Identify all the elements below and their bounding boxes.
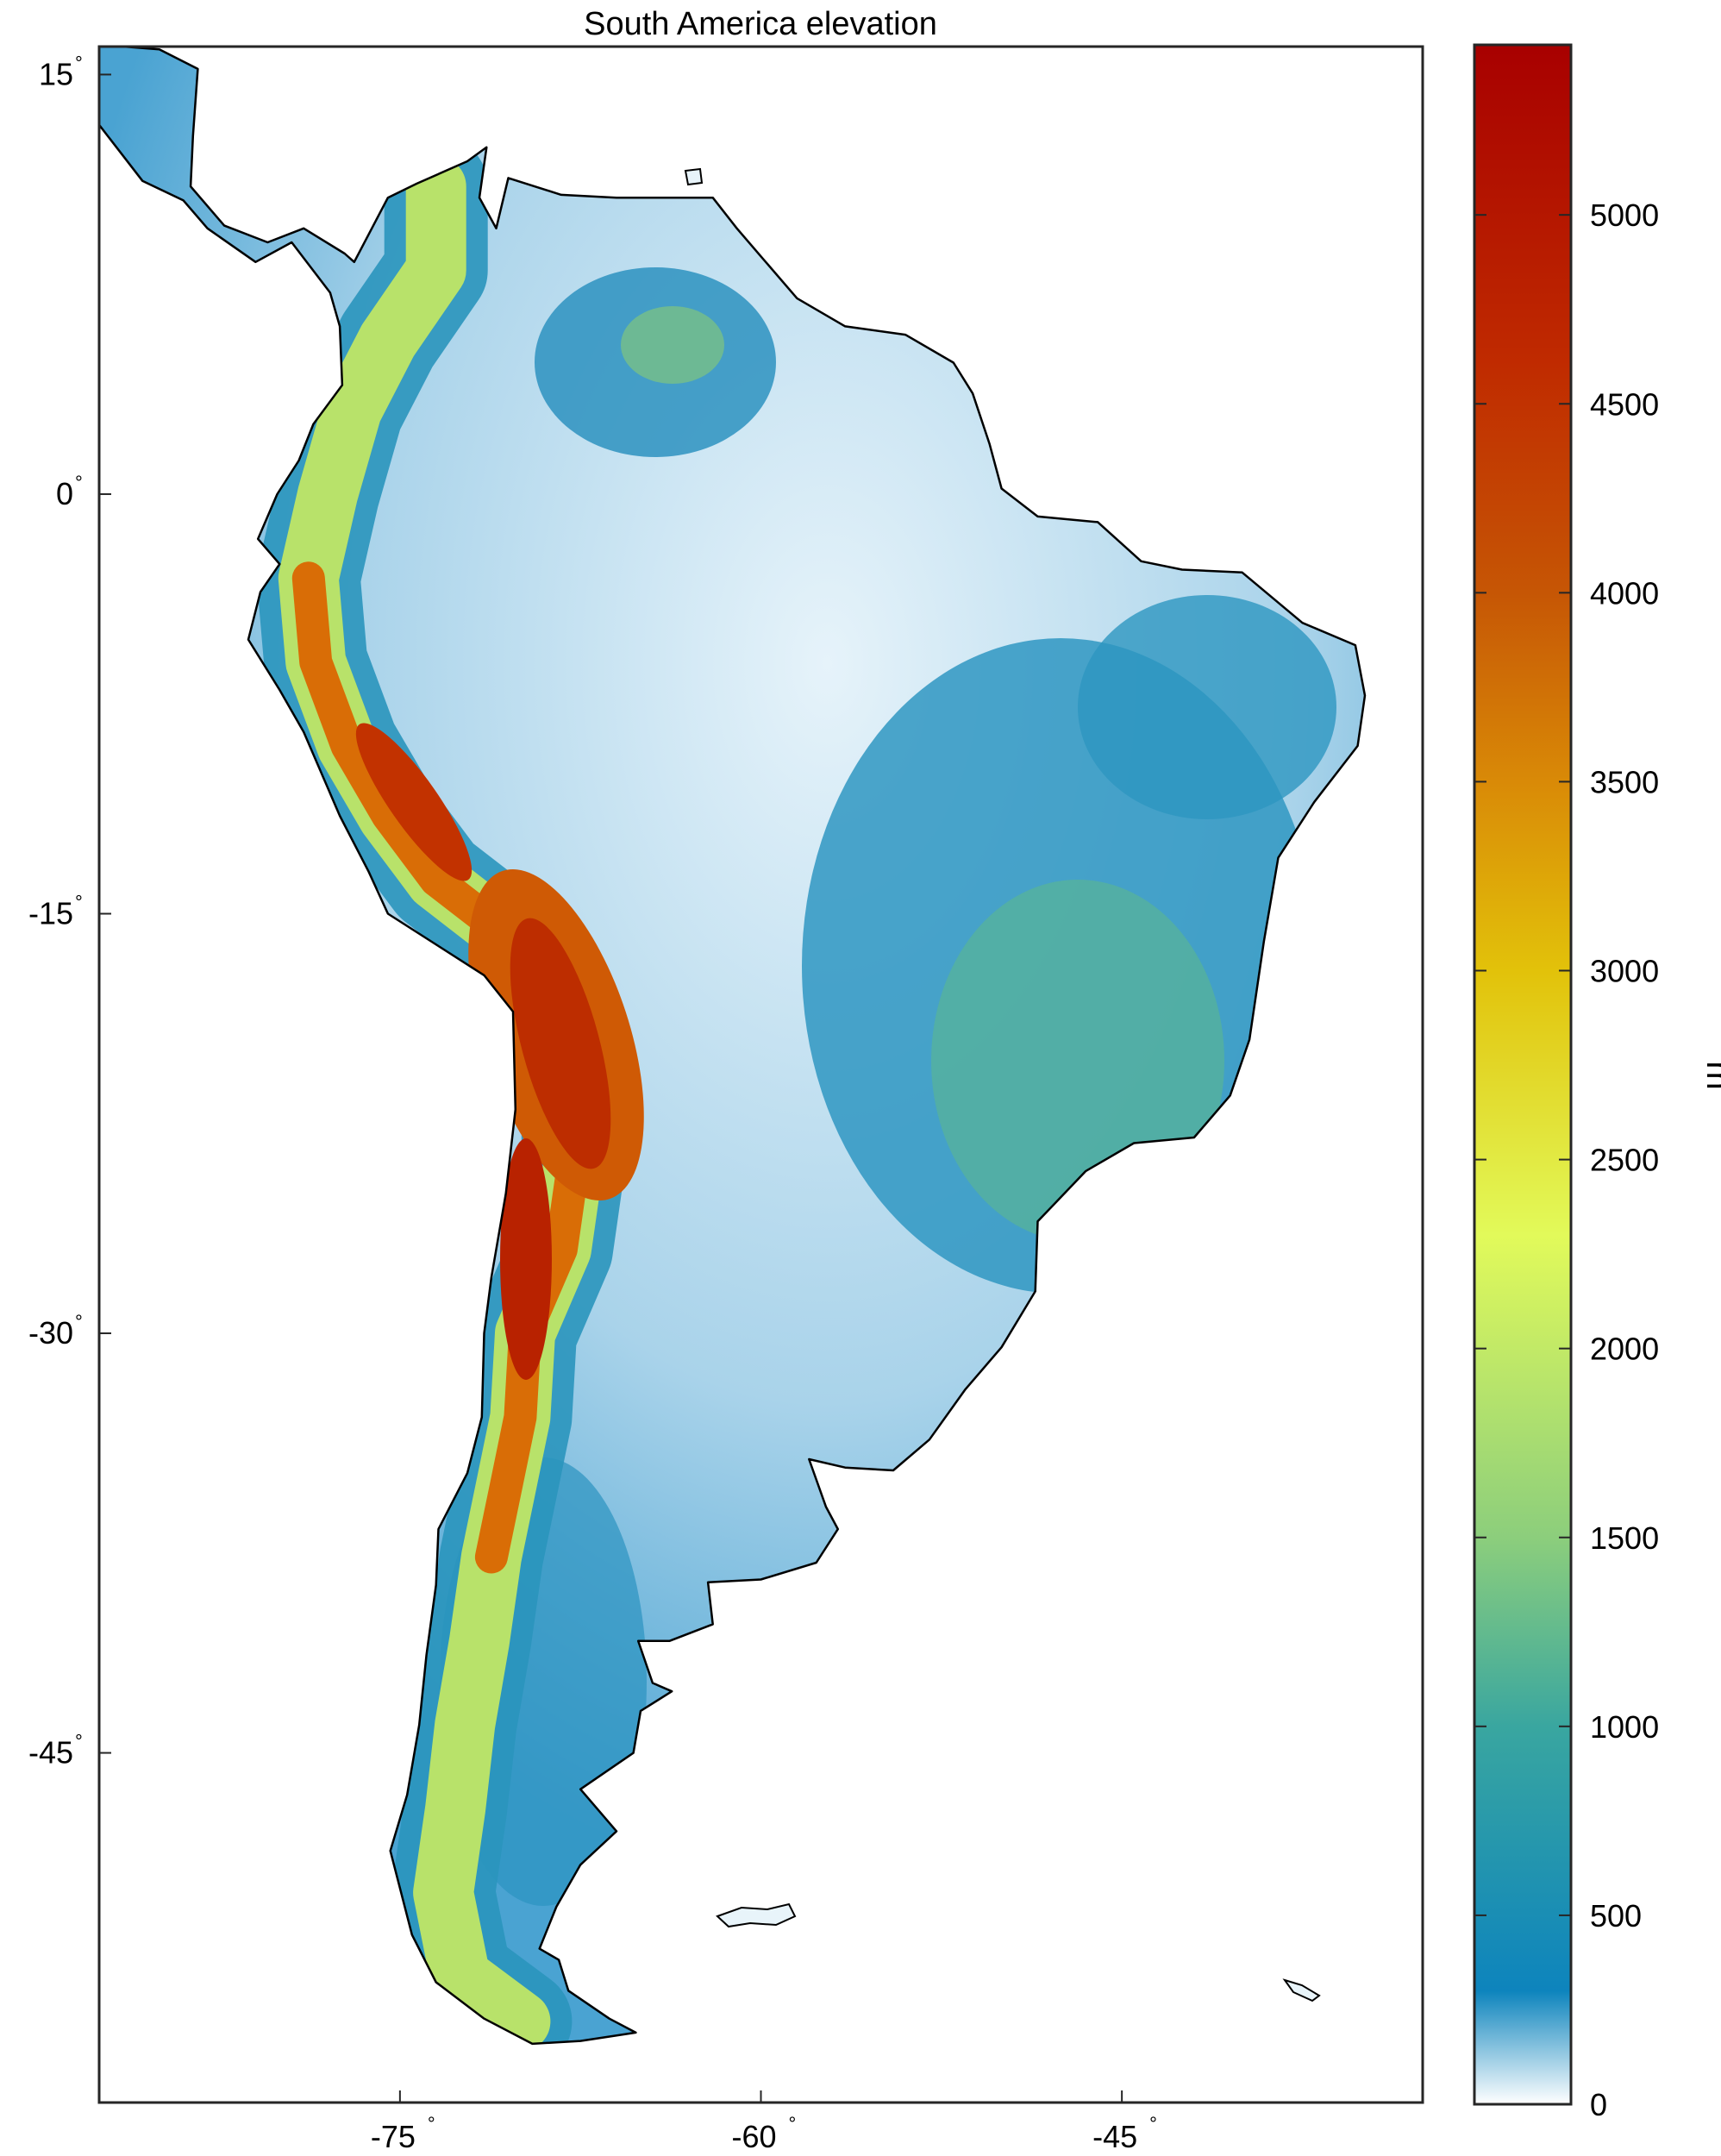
south-georgia-island <box>1282 1978 1321 2002</box>
degree-symbol: ° <box>75 52 83 73</box>
y-axis-ticks: 15 °0 °-15 °-30 °-45 ° <box>28 52 111 1771</box>
central-andes-peaks <box>500 1138 552 1380</box>
peru-andes-high <box>355 723 472 881</box>
x-tick-label: -45 <box>1092 2119 1137 2154</box>
trinidad-island <box>684 167 704 186</box>
northeast-plateau <box>1078 595 1336 819</box>
x-tick-label: -75 <box>371 2119 416 2154</box>
x-axis-ticks: -75 ° -60 ° -45 ° <box>371 2090 1157 2154</box>
colorbar-tick-label: 1500 <box>1590 1520 1659 1556</box>
colorbar <box>1473 43 1573 2106</box>
degree-symbol: ° <box>75 472 83 493</box>
y-tick-label: -15 <box>28 895 73 931</box>
colorbar-label: m <box>1699 1061 1721 1089</box>
degree-symbol: ° <box>75 1731 83 1752</box>
y-tick-label: 15 <box>39 56 73 91</box>
islands <box>684 167 1321 2002</box>
degree-symbol: ° <box>75 891 83 912</box>
y-tick-label: -45 <box>28 1735 73 1771</box>
colorbar-ticks: 0 500 1000 1500 2000 2500 3000 3500 4000 4500 5000 <box>1474 197 1659 2122</box>
colorbar-tick-label: 1000 <box>1590 1709 1659 1745</box>
degree-symbol: ° <box>1149 2113 1157 2134</box>
colorbar-tick-label: 0 <box>1590 2087 1607 2122</box>
degree-symbol: ° <box>75 1311 83 1332</box>
colorbar-tick-label: 4500 <box>1590 386 1659 422</box>
falkland-islands <box>716 1902 797 1928</box>
colorbar-tick-label: 2500 <box>1590 1143 1659 1178</box>
colorbar-tick-label: 2000 <box>1590 1332 1659 1367</box>
colorbar-tick-label: 3000 <box>1590 954 1659 989</box>
guiana-highlands-peak <box>621 306 724 384</box>
continent-coastline <box>97 45 1367 2046</box>
colorbar-tick-label: 5000 <box>1590 197 1659 233</box>
degree-symbol: ° <box>428 2113 435 2134</box>
colorbar-tick-label: 500 <box>1590 1898 1642 1934</box>
y-tick-label: -30 <box>28 1315 73 1351</box>
colorbar-tick-label: 4000 <box>1590 575 1659 611</box>
degree-symbol: ° <box>789 2113 797 2134</box>
colorbar-tick-label: 3500 <box>1590 764 1659 799</box>
altiplano-core <box>510 918 611 1169</box>
map-title: South America elevation <box>584 6 937 42</box>
y-tick-label: 0 <box>56 476 73 511</box>
x-tick-label: -60 <box>731 2119 776 2154</box>
